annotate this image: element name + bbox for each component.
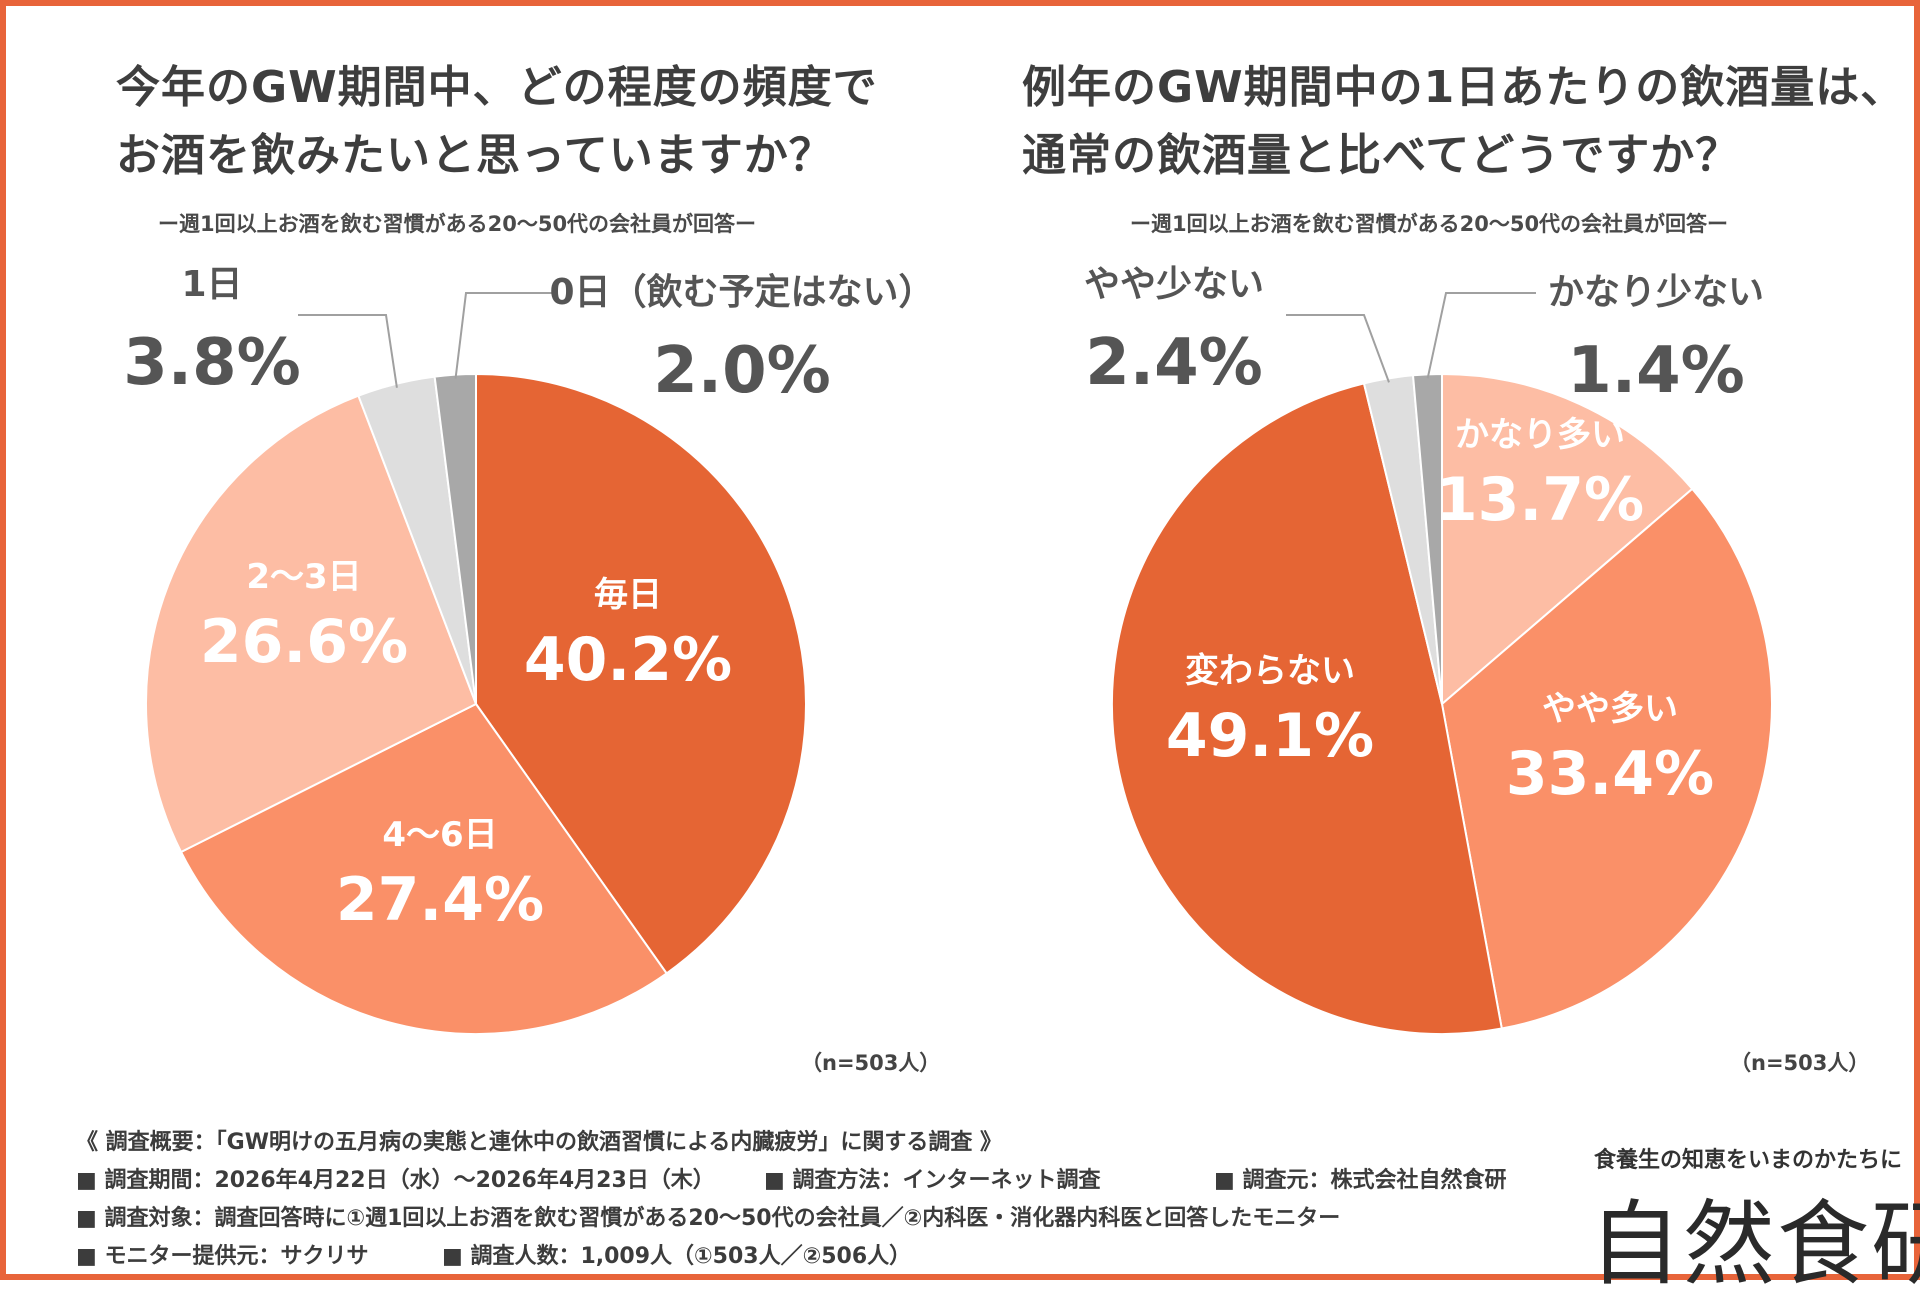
survey-count: ■ 調査人数：1,009人（①503人／②506人） <box>442 1244 912 1269</box>
pie1-leader-line-4 <box>454 292 556 379</box>
pie1-slice-2 <box>145 394 478 854</box>
pie2-category-label-3: やや少ない <box>1084 264 1264 305</box>
pie1-leader-line-3 <box>298 314 398 388</box>
survey-provider: ■ モニター提供元：サクリサ <box>76 1244 369 1269</box>
pie1-value-label-4: 2.0% <box>653 334 831 408</box>
chart1-title-line2: お酒を飲みたいと思っていますか？ <box>116 130 834 182</box>
chart1-title-line1: 今年のGW期間中、どの程度の頻度で <box>116 62 878 113</box>
chart1-title: 今年のGW期間中、どの程度の頻度で お酒を飲みたいと思っていますか？ <box>116 54 878 190</box>
pie1-slice-1 <box>179 702 668 1035</box>
pie2-value-label-0: 13.7% <box>1436 465 1644 535</box>
pie1-category-label-0: 毎日 <box>594 575 662 615</box>
pie1-value-label-3: 3.8% <box>123 326 301 400</box>
pie2-category-label-4: かなり少ない <box>1548 272 1764 313</box>
pie1-category-label-1: 4～6日 <box>382 815 497 855</box>
pie2-leader-line-4 <box>1426 292 1536 379</box>
pie2-category-label-1: やや多い <box>1542 689 1678 729</box>
pie1-category-label-3: 1日 <box>181 264 242 305</box>
pie1-value-label-2: 26.6% <box>200 607 408 677</box>
survey-period: ■ 調査期間：2026年4月22日（水）～2026年4月23日（木） <box>76 1168 715 1193</box>
pie1-category-label-4: 0日（飲む予定はない） <box>549 272 934 313</box>
pie2-slice-1 <box>1440 487 1773 1030</box>
pie2-slice-0 <box>1441 372 1694 707</box>
chart2-title-line1: 例年のGW期間中の1日あたりの飲酒量は、 <box>1022 62 1906 113</box>
chart2-title: 例年のGW期間中の1日あたりの飲酒量は、 通常の飲酒量と比べてどうですか？ <box>1022 54 1905 190</box>
survey-target: ■ 調査対象：調査回答時に①週1回以上お酒を飲む習慣がある20～50代の会社員／… <box>76 1206 1341 1231</box>
pie1-slice-0 <box>475 372 807 975</box>
pie2-slice-2 <box>1110 382 1503 1036</box>
survey-title: 《 調査概要：「GW明けの五月病の実態と連休中の飲酒習慣による内臓疲労」に関する… <box>76 1130 1002 1155</box>
pie2-category-label-2: 変わらない <box>1185 651 1355 691</box>
pie-chart-1: 毎日 40.2% 4～6日 27.4% 2～3日 26.6% 1日 3.8% 0日（飲む予定はな… <box>123 264 935 1035</box>
chart1-subtitle: ー週1回以上お酒を飲む習慣がある20～50代の会社員が回答ー <box>158 212 757 236</box>
brand-logo: 自然食研 <box>1589 1191 1920 1298</box>
pie2-category-label-0: かなり多い <box>1455 415 1625 455</box>
brand-tagline: 食養生の知恵をいまのかたちに <box>1594 1148 1903 1173</box>
survey-row-2: ■ 調査期間：2026年4月22日（水）～2026年4月23日（木） ■ 調査方… <box>76 1162 1516 1193</box>
pie2-value-label-2: 49.1% <box>1166 701 1374 771</box>
chart1-n-label: （n=503人） <box>801 1051 941 1075</box>
pie1-value-label-0: 40.2% <box>524 625 732 695</box>
pie2-value-label-3: 2.4% <box>1085 326 1263 400</box>
pie1-value-label-1: 27.4% <box>336 865 544 935</box>
chart2-subtitle: ー週1回以上お酒を飲む習慣がある20～50代の会社員が回答ー <box>1130 212 1729 236</box>
pie-chart-2: かなり多い 13.7% やや多い 33.4% 変わらない 49.1% やや少ない 2.4% かな… <box>1084 264 1773 1036</box>
chart2-n-label: （n=503人） <box>1730 1051 1870 1075</box>
pie-charts-canvas: 毎日 40.2% 4～6日 27.4% 2～3日 26.6% 1日 3.8% 0日（飲む予定はな… <box>123 264 1773 1036</box>
pie2-slice-4 <box>1411 372 1443 705</box>
chart2-title-line2: 通常の飲酒量と比べてどうですか？ <box>1022 130 1741 182</box>
survey-row-4: ■ モニター提供元：サクリサ ■ 調査人数：1,009人（①503人／②506人… <box>76 1238 1516 1269</box>
pie2-leader-line-3 <box>1286 314 1390 383</box>
pie2-value-label-4: 1.4% <box>1567 334 1745 408</box>
survey-method: ■ 調査方法：インターネット調査 <box>764 1168 1101 1193</box>
survey-organizer: ■ 調査元：株式会社自然食研 <box>1214 1168 1507 1193</box>
pie1-category-label-2: 2～3日 <box>246 557 361 597</box>
pie2-value-label-1: 33.4% <box>1506 739 1714 809</box>
